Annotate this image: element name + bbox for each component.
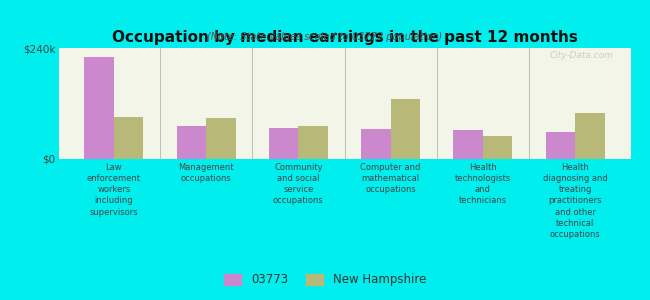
Legend: 03773, New Hampshire: 03773, New Hampshire — [219, 269, 431, 291]
Bar — [298, 126, 328, 159]
Bar — [269, 128, 298, 159]
Bar — [575, 113, 604, 159]
Bar — [114, 117, 144, 159]
Bar — [545, 132, 575, 159]
Bar — [483, 136, 512, 159]
Bar — [206, 118, 236, 159]
Text: (Note: State values scaled to 03773 population): (Note: State values scaled to 03773 popu… — [207, 32, 443, 41]
Bar — [453, 130, 483, 159]
Text: City-Data.com: City-Data.com — [549, 51, 614, 60]
Bar — [391, 99, 420, 159]
Bar — [177, 126, 206, 159]
Bar — [361, 129, 391, 159]
Title: Occupation by median earnings in the past 12 months: Occupation by median earnings in the pas… — [112, 30, 577, 45]
Bar — [84, 57, 114, 159]
